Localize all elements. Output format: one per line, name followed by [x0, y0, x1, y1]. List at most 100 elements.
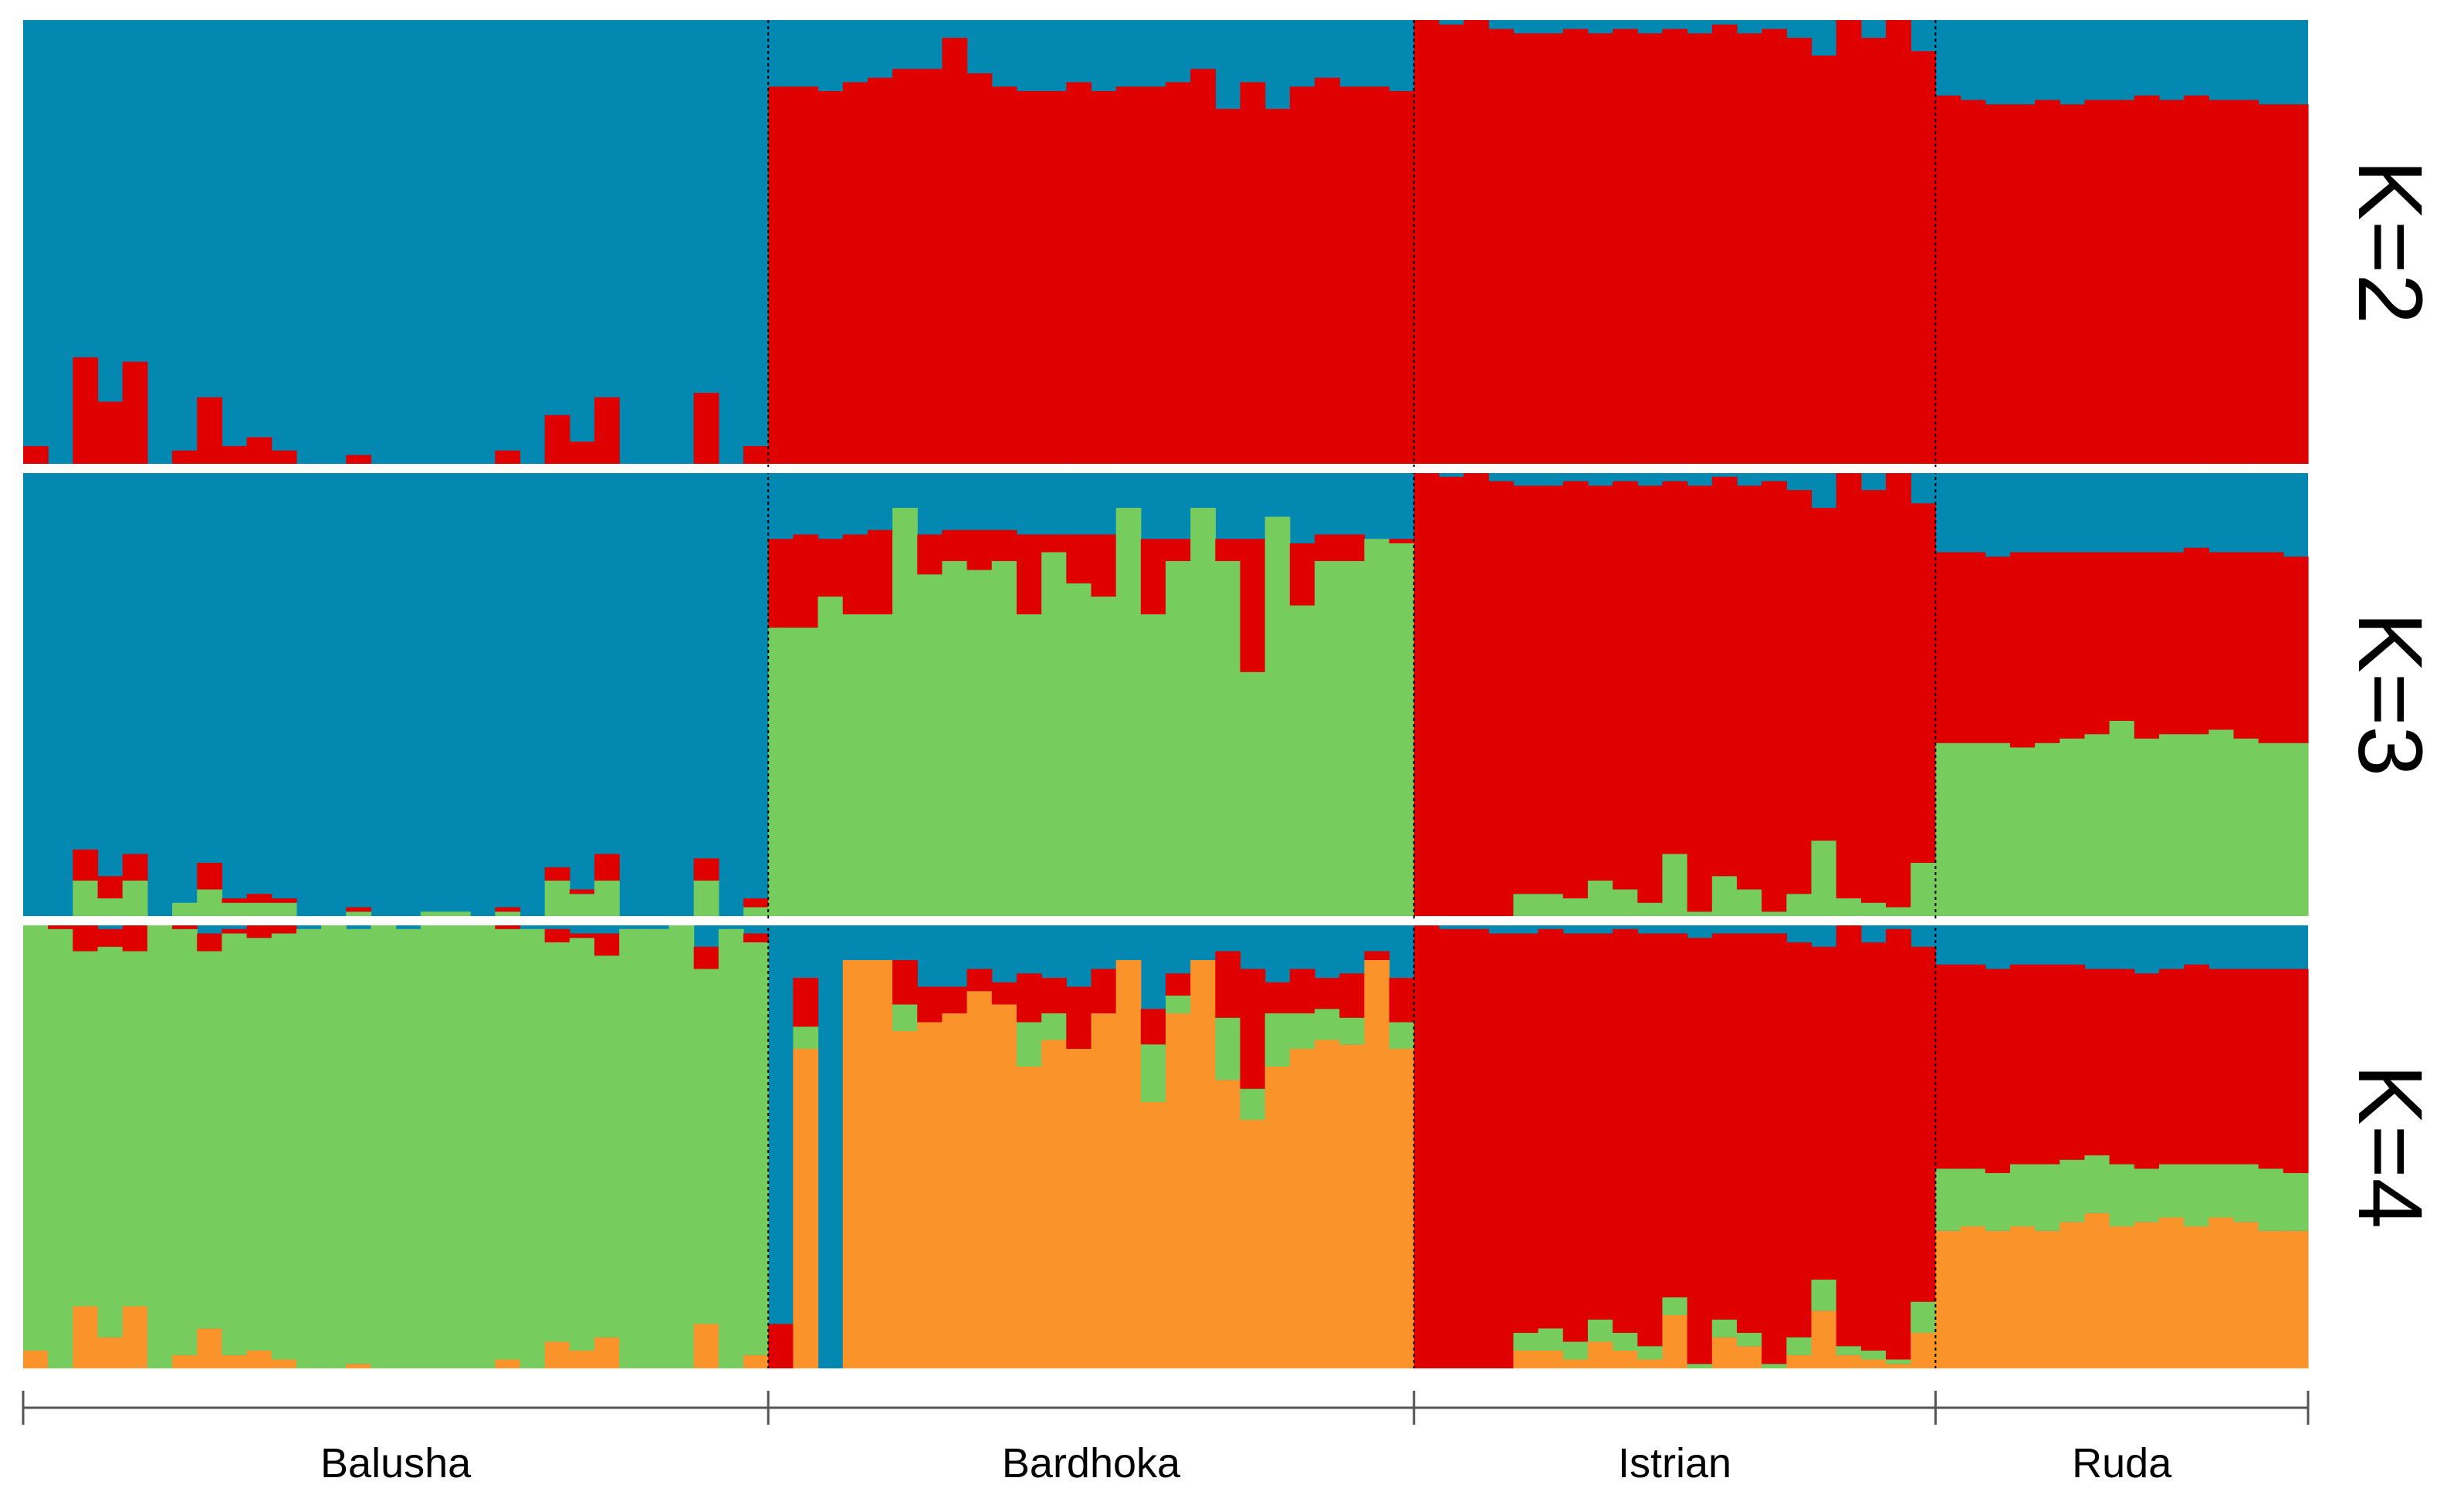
bar-red-4: [122, 854, 148, 881]
bar-red-31: [793, 86, 819, 464]
bar-green-88: [2208, 729, 2235, 916]
bar-red-34: [867, 529, 893, 614]
bar-orange-23: [594, 1337, 620, 1368]
bar-red-82: [2060, 104, 2086, 464]
k-label-2: K=2: [2339, 160, 2441, 324]
bar-orange-41: [1041, 1040, 1067, 1368]
bar-red-42: [1066, 534, 1092, 583]
bar-orange-46: [1166, 1013, 1191, 1368]
bar-red-27: [693, 946, 719, 969]
bar-red-87: [2184, 964, 2209, 1165]
bar-red-87: [2184, 547, 2209, 735]
bar-green-45: [1140, 614, 1166, 916]
bar-red-30: [768, 539, 794, 628]
bar-red-21: [544, 414, 570, 464]
bar-red-52: [1315, 534, 1340, 561]
bar-red-65: [1637, 933, 1664, 1347]
bar-red-66: [1662, 481, 1688, 854]
bar-orange-75: [1886, 1364, 1911, 1368]
bar-green-66: [1662, 854, 1688, 916]
bar-red-83: [2084, 552, 2110, 735]
population-dividers: [767, 20, 1937, 1368]
bar-red-50: [1264, 982, 1291, 1013]
bar-red-73: [1836, 925, 1862, 1347]
bar-red-53: [1339, 534, 1365, 561]
bar-orange-9: [246, 1351, 272, 1368]
bar-red-37: [942, 529, 968, 561]
bar-red-7: [197, 933, 222, 952]
bar-orange-34: [867, 960, 893, 1368]
bar-green-3: [97, 898, 124, 916]
bar-green-60: [1513, 894, 1539, 916]
bar-red-62: [1562, 933, 1589, 1342]
bar-red-75: [1886, 20, 1911, 464]
bar-orange-48: [1215, 1080, 1241, 1368]
bar-green-34: [867, 614, 893, 916]
bar-orange-86: [2158, 1217, 2185, 1368]
bar-green-72: [1811, 1280, 1837, 1311]
bar-green-49: [1240, 671, 1266, 916]
bar-red-80: [2009, 552, 2036, 748]
bar-red-8: [222, 928, 248, 934]
bar-green-91: [2283, 1173, 2309, 1231]
bar-red-45: [1140, 539, 1166, 614]
bar-orange-71: [1786, 1354, 1812, 1368]
bar-orange-91: [2283, 1230, 2309, 1368]
bar-red-53: [1339, 973, 1365, 1018]
bar-green-80: [2009, 1164, 2036, 1226]
bar-orange-68: [1711, 1337, 1738, 1368]
bar-red-50: [1264, 109, 1291, 464]
bar-green-70: [1762, 1364, 1787, 1368]
bar-green-50: [1264, 1013, 1291, 1067]
bar-red-52: [1315, 978, 1340, 1009]
population-label-balusha: Balusha: [320, 1440, 472, 1486]
bar-red-89: [2233, 100, 2259, 464]
bar-orange-45: [1140, 1102, 1166, 1368]
bar-green-81: [2035, 1164, 2060, 1231]
bar-red-23: [594, 933, 620, 956]
bar-red-31: [793, 978, 819, 1027]
bar-green-54: [1364, 539, 1390, 916]
bar-green-43: [1091, 597, 1117, 916]
bar-red-22: [569, 933, 595, 938]
population-axis: Balusha Bardhoka Istrian Ruda: [22, 1391, 2310, 1486]
bar-green-33: [842, 614, 868, 916]
bar-green-79: [1985, 1173, 2011, 1231]
bar-red-59: [1488, 933, 1515, 1368]
bar-orange-85: [2134, 1222, 2160, 1368]
bar-red-69: [1737, 485, 1762, 890]
bar-orange-50: [1264, 1067, 1291, 1368]
bar-red-62: [1562, 481, 1589, 898]
bar-green-91: [2283, 742, 2309, 916]
bar-green-13: [346, 928, 372, 1365]
bar-red-29: [743, 898, 769, 908]
bar-red-49: [1240, 969, 1266, 1089]
bar-green-3: [97, 946, 124, 1338]
bar-green-39: [991, 561, 1017, 916]
bar-green-36: [917, 574, 943, 916]
bar-green-71: [1786, 894, 1812, 916]
bar-red-69: [1737, 933, 1762, 1333]
bar-green-85: [2134, 1168, 2160, 1223]
bar-red-66: [1662, 933, 1688, 1297]
bar-red-85: [2134, 95, 2160, 464]
bar-green-66: [1662, 1297, 1688, 1315]
bar-red-72: [1811, 946, 1837, 1280]
bar-green-7: [197, 951, 222, 1329]
bar-red-2: [73, 357, 99, 464]
bar-green-65: [1637, 1346, 1664, 1360]
bars-layer: [23, 20, 2309, 1368]
labels-layer: K=2 K=3 K=4: [2339, 160, 2441, 1229]
bar-orange-64: [1613, 1351, 1638, 1368]
bar-orange-90: [2258, 1230, 2284, 1368]
bar-red-91: [2283, 556, 2309, 743]
bar-red-31: [793, 534, 819, 628]
bar-red-81: [2035, 100, 2060, 464]
bar-green-51: [1289, 605, 1315, 916]
bar-red-88: [2208, 552, 2235, 730]
bar-red-86: [2158, 552, 2185, 735]
bar-green-63: [1587, 1319, 1613, 1342]
bar-green-61: [1538, 1328, 1564, 1351]
bar-green-67: [1687, 1364, 1713, 1368]
bar-green-2: [73, 881, 99, 916]
